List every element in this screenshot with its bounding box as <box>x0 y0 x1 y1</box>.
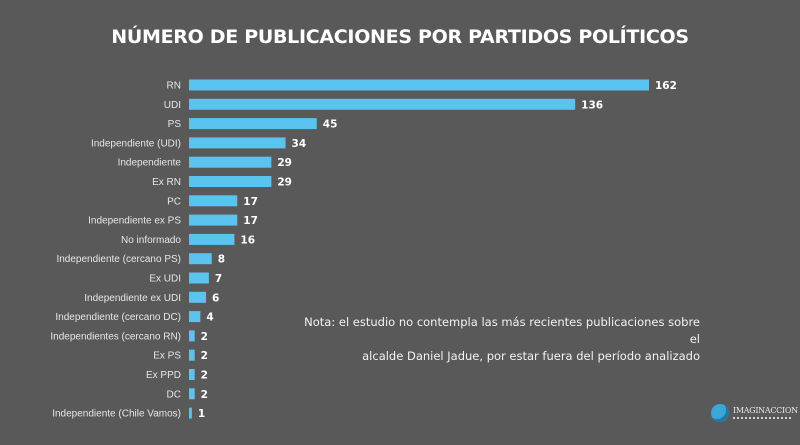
value-label: 16 <box>240 234 255 246</box>
value-label: 136 <box>581 99 603 111</box>
bar <box>189 195 238 207</box>
category-label: Independientes (cercano RN) <box>50 331 181 342</box>
bar <box>189 214 238 226</box>
bar-row: PS 45 <box>168 118 338 131</box>
bar <box>189 407 192 419</box>
logo-text: IMAGINACCION <box>733 406 798 415</box>
value-label: 162 <box>655 80 677 92</box>
category-label: PC <box>167 196 181 207</box>
bar <box>189 253 212 265</box>
category-label: Ex RN <box>152 177 181 188</box>
bar <box>189 349 195 361</box>
note-line-2: alcalde Daniel Jadue, por estar fuera de… <box>362 349 700 363</box>
category-label: RN <box>167 81 181 92</box>
category-label: Ex PS <box>153 351 181 362</box>
company-logo: IMAGINACCION <box>711 403 798 425</box>
bar <box>189 137 286 149</box>
category-label: Ex PPD <box>146 370 181 381</box>
bar-row: Independiente 29 <box>118 156 292 169</box>
globe-logo-icon <box>711 404 729 422</box>
category-label: Independiente <box>118 158 182 169</box>
bar-row: DC 2 <box>167 388 208 401</box>
bar-row: Ex PS 2 <box>153 349 208 362</box>
bar <box>189 388 195 400</box>
bar <box>189 330 195 342</box>
bar-row: Independiente (cercano DC) 4 <box>55 311 214 324</box>
chart-title: NÚMERO DE PUBLICACIONES POR PARTIDOS POL… <box>111 26 689 48</box>
bar <box>189 233 235 245</box>
category-label: Ex UDI <box>149 274 181 285</box>
bar <box>189 311 201 323</box>
category-label: Independiente (UDI) <box>91 138 181 149</box>
bar-row: Independiente ex PS 17 <box>88 214 258 227</box>
chart-note: Nota: el estudio no contempla las más re… <box>300 314 700 365</box>
bar <box>189 79 649 91</box>
bar-row: UDI 136 <box>164 98 603 111</box>
bar <box>189 272 209 284</box>
bar <box>189 291 207 303</box>
bar-row: Ex RN 29 <box>152 176 292 189</box>
value-label: 45 <box>323 119 338 131</box>
bar <box>189 369 195 380</box>
bar-row: Independiente (UDI) 34 <box>91 137 306 150</box>
bar-row: No informado 16 <box>121 233 255 246</box>
logo-subtitle-decoration <box>733 417 793 419</box>
value-label: 29 <box>277 157 292 169</box>
bar-row: Independiente ex UDI 6 <box>84 291 219 304</box>
bar-row: Independiente (cercano PS) 8 <box>56 253 225 266</box>
value-label: 29 <box>277 177 292 189</box>
value-label: 2 <box>201 370 208 382</box>
category-label: Independiente (cercano PS) <box>56 254 181 265</box>
category-label: PS <box>168 119 182 130</box>
category-label: Independiente ex PS <box>88 216 181 227</box>
bar-row: Independientes (cercano RN) 2 <box>50 330 208 343</box>
note-line-1: Nota: el estudio no contempla las más re… <box>304 315 700 346</box>
value-label: 2 <box>201 350 208 362</box>
bar-row: Ex PPD 2 <box>146 369 208 382</box>
bar-row: PC 17 <box>167 195 258 208</box>
value-label: 7 <box>215 273 222 285</box>
category-label: No informado <box>121 235 181 246</box>
category-label: Independiente ex UDI <box>84 293 181 304</box>
bar <box>189 118 317 130</box>
value-label: 4 <box>206 312 213 324</box>
value-label: 17 <box>243 215 258 227</box>
bar-row: RN 162 <box>167 79 677 92</box>
category-label: UDI <box>164 100 181 111</box>
category-label: DC <box>167 389 181 400</box>
bar <box>189 98 576 110</box>
value-label: 2 <box>201 389 208 401</box>
value-label: 17 <box>243 196 258 208</box>
value-label: 6 <box>212 292 219 304</box>
value-label: 34 <box>292 138 307 150</box>
category-label: Independiente (Chile Vamos) <box>52 409 181 420</box>
bar-row: Ex UDI 7 <box>149 272 222 285</box>
value-label: 2 <box>201 331 208 343</box>
bar <box>189 156 272 168</box>
bar <box>189 176 272 187</box>
value-label: 8 <box>218 254 225 266</box>
value-label: 1 <box>198 408 205 420</box>
bar-row: Independiente (Chile Vamos) 1 <box>52 407 205 420</box>
category-label: Independiente (cercano DC) <box>55 312 181 323</box>
